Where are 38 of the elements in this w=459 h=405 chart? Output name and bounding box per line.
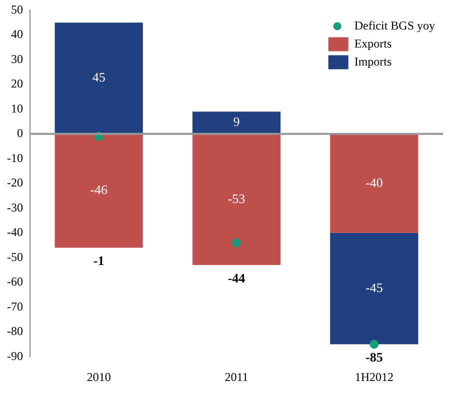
bar [54,134,143,248]
total-label: -1 [93,253,104,268]
y-tick-label: 20 [10,76,23,91]
x-tick-label: 1H2012 [354,370,394,384]
bar [330,134,418,233]
y-tick-label: -30 [6,200,23,214]
bar [54,22,143,134]
bar [192,134,281,266]
point [370,340,379,349]
y-tick-label: -90 [6,348,23,363]
y-tick-label: 0 [16,126,23,140]
bar [330,232,418,344]
x-tick-label: 2011 [224,370,248,384]
x-tick-label: 2010 [86,370,111,384]
y-tick-label: -60 [6,274,23,289]
y-tick-label: -40 [6,225,23,240]
y-tick-label: -20 [6,176,23,190]
legend-label: Imports [354,54,392,68]
y-tick-label: 10 [10,101,23,116]
legend-label: Deficit BGS yoy [354,18,436,32]
data-label: -45 [365,280,383,295]
data-label: 9 [233,114,240,130]
total-label: -44 [228,270,246,286]
y-tick-label: 50 [10,2,23,16]
bar [192,112,281,134]
y-tick-label: -50 [6,250,23,264]
point [232,238,241,248]
y-tick-label: -80 [6,324,23,338]
data-label: -53 [228,190,246,206]
total-label: -85 [365,350,384,365]
legend-label: Exports [354,36,392,50]
y-tick-label: -70 [6,299,23,314]
y-tick-label: 40 [10,27,23,42]
data-label: -46 [90,182,108,198]
data-label: 45 [92,70,106,85]
data-label: -40 [365,174,383,190]
y-tick-label: 30 [10,52,23,66]
y-tick-label: -10 [6,150,23,165]
